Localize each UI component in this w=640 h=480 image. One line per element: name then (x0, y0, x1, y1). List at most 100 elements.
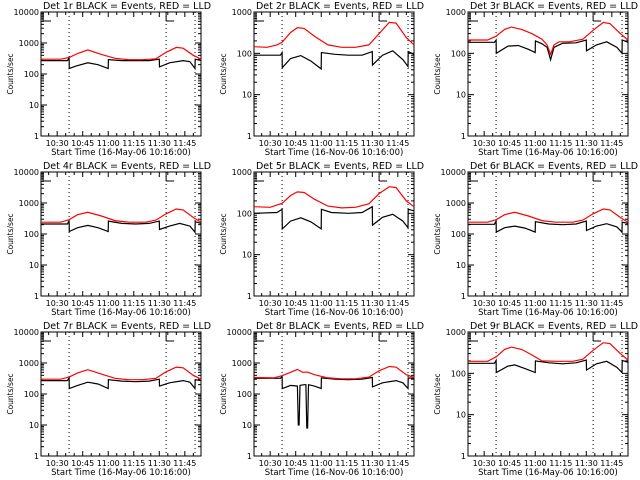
state-marker (42, 11, 51, 22)
y-axis-label: Counts/sec (219, 213, 228, 254)
x-tick-label: 11:15 (335, 299, 358, 308)
state-marker (378, 11, 388, 22)
plot-frame (253, 171, 415, 297)
x-tick-label: 11:15 (122, 459, 145, 468)
series-line-lld (253, 365, 415, 380)
y-tick-label: 10000 (14, 168, 39, 177)
chart-panel-1: Det 1r BLACK = Events, RED = LLD 1 10 100 10… (6, 1, 211, 158)
x-tick-label: 11:00 (310, 459, 333, 468)
y-tick-label: 10 (29, 261, 39, 270)
y-axis-label: Counts/sec (219, 373, 228, 414)
x-tick-label: 10:45 (71, 139, 94, 148)
x-tick-label: 10:45 (71, 459, 94, 468)
state-marker (592, 11, 602, 22)
chart-panel-6: Det 6r BLACK = Events, RED = LLD 1 10 100 10… (433, 161, 638, 318)
y-tick-label: 10 (242, 421, 252, 430)
plot-frame (40, 171, 202, 297)
x-tick-label: 10:30 (46, 299, 69, 308)
x-tick-label: 11:15 (549, 139, 572, 148)
x-tick-label: 11:30 (148, 299, 171, 308)
x-tick-label: 10:45 (284, 139, 307, 148)
series-line-lld (41, 366, 202, 381)
x-tick-label: 11:00 (310, 139, 333, 148)
x-tick-label: 11:45 (386, 299, 409, 308)
state-marker (42, 331, 51, 342)
x-tick-label: 10:30 (259, 459, 282, 468)
chart-title: Det 9r BLACK = Events, RED = LLD (470, 321, 638, 332)
chart-title: Det 3r BLACK = Events, RED = LLD (470, 1, 638, 12)
y-tick-label: 100 (24, 230, 39, 239)
x-tick-label: 11:30 (361, 139, 384, 148)
y-tick-label: 1000 (232, 8, 252, 17)
series-line-events (254, 50, 415, 71)
x-tick-label: 11:15 (335, 139, 358, 148)
series-line-events (468, 38, 629, 62)
x-tick-label: 11:30 (361, 299, 384, 308)
y-axis-label: Counts/sec (433, 373, 442, 414)
y-tick-label: 1000 (19, 39, 39, 48)
series-line-events (41, 55, 202, 71)
x-tick-label: 10:30 (46, 139, 69, 148)
y-tick-label: 10000 (227, 328, 252, 337)
x-tick-label: 11:45 (386, 139, 409, 148)
y-tick-label: 100 (237, 49, 252, 58)
x-tick-label: 11:15 (335, 459, 358, 468)
y-tick-label: 1 (247, 292, 252, 301)
y-tick-label: 1 (34, 132, 39, 141)
y-tick-label: 100 (24, 390, 39, 399)
y-tick-label: 100 (451, 369, 466, 378)
y-tick-label: 1000 (446, 199, 466, 208)
x-axis-label: Start Time (16-Nov-06 10:16:00) (265, 468, 404, 478)
x-tick-label: 11:00 (97, 299, 120, 308)
chart-title: Det 7r BLACK = Events, RED = LLD (43, 321, 211, 332)
y-tick-label: 1000 (446, 328, 466, 337)
y-tick-label: 1000 (446, 8, 466, 17)
y-tick-label: 1 (247, 132, 252, 141)
x-tick-label: 11:00 (97, 139, 120, 148)
chart-panel-5: Det 5r BLACK = Events, RED = LLD 1 10 100 10… (219, 161, 424, 318)
y-tick-label: 1 (461, 132, 466, 141)
state-marker (255, 331, 264, 342)
x-tick-label: 11:30 (575, 139, 598, 148)
chart-title: Det 8r BLACK = Events, RED = LLD (256, 321, 424, 332)
series-line-lld (253, 21, 415, 48)
y-tick-label: 100 (451, 230, 466, 239)
series-line-lld (468, 21, 629, 57)
state-marker (378, 171, 388, 182)
x-tick-label: 10:30 (473, 459, 496, 468)
state-marker (469, 11, 478, 22)
x-tick-label: 10:45 (498, 299, 521, 308)
x-tick-label: 11:15 (122, 299, 145, 308)
x-tick-label: 11:00 (310, 299, 333, 308)
x-tick-label: 11:30 (575, 459, 598, 468)
x-axis-label: Start Time (16-May-06 10:16:00) (51, 308, 191, 318)
plot-frame (467, 171, 629, 297)
state-marker (592, 171, 602, 182)
chart-title: Det 6r BLACK = Events, RED = LLD (470, 161, 638, 172)
y-tick-label: 1000 (19, 359, 39, 368)
y-tick-label: 1 (34, 292, 39, 301)
plot-frame (467, 331, 629, 457)
x-tick-label: 11:30 (148, 459, 171, 468)
x-tick-label: 10:30 (46, 459, 69, 468)
x-tick-label: 11:45 (600, 299, 623, 308)
chart-panel-9: Det 9r BLACK = Events, RED = LLD 1 10 100 10… (433, 321, 638, 478)
chart-panel-8: Det 8r BLACK = Events, RED = LLD 1 10 100 10… (219, 321, 424, 478)
x-axis-label: Start Time (16-May-06 10:16:00) (478, 308, 618, 318)
chart-panel-4: Det 4r BLACK = Events, RED = LLD 1 10 100 10… (6, 161, 211, 318)
y-tick-label: 100 (24, 70, 39, 79)
series-line-lld (468, 342, 629, 362)
x-tick-label: 11:45 (173, 459, 196, 468)
series-line-events (254, 374, 415, 429)
x-tick-label: 11:45 (173, 139, 196, 148)
state-marker (165, 171, 175, 182)
y-tick-label: 10000 (14, 8, 39, 17)
x-tick-label: 11:45 (173, 299, 196, 308)
y-tick-label: 10000 (441, 168, 466, 177)
series-line-lld (468, 208, 629, 223)
x-tick-label: 11:00 (524, 299, 547, 308)
y-tick-label: 10 (29, 421, 39, 430)
plot-frame (40, 11, 202, 137)
y-tick-label: 1000 (232, 168, 252, 177)
x-tick-label: 11:30 (575, 299, 598, 308)
